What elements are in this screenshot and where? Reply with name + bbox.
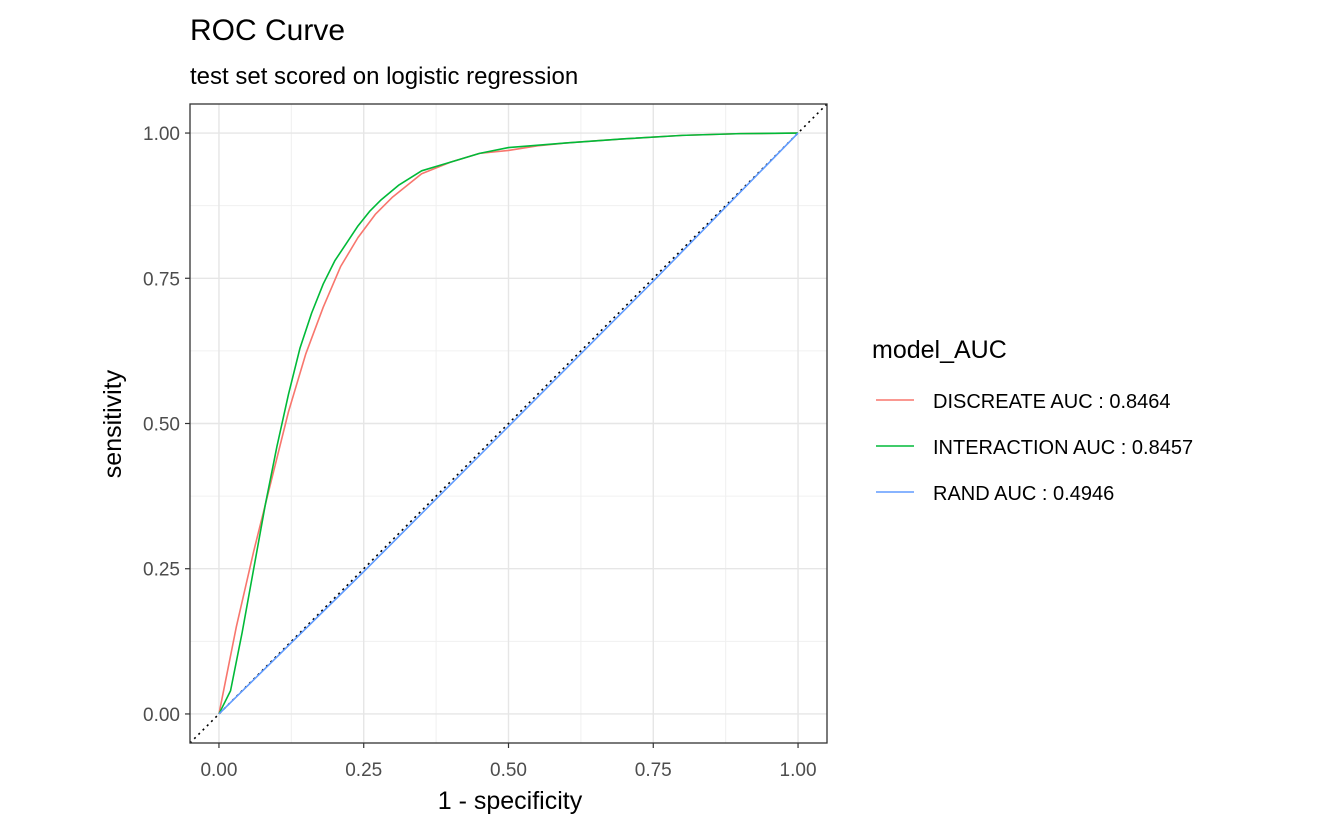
legend-label-2: RAND AUC : 0.4946 bbox=[933, 483, 1114, 505]
legend-label-1: INTERACTION AUC : 0.8457 bbox=[933, 437, 1193, 459]
y-tick-label: 0.00 bbox=[143, 705, 180, 726]
y-tick-label: 0.25 bbox=[143, 560, 180, 581]
series-layer bbox=[218, 132, 799, 715]
y-tick-label: 0.50 bbox=[143, 415, 180, 436]
x-tick-label: 0.25 bbox=[345, 760, 382, 781]
x-axis-title: 1 - specificity bbox=[438, 787, 583, 815]
y-tick-label: 1.00 bbox=[143, 124, 180, 145]
chart-title: ROC Curve bbox=[190, 14, 345, 47]
legend-title: model_AUC bbox=[872, 336, 1007, 364]
series-line-1 bbox=[218, 132, 799, 715]
reference-diagonal-line bbox=[189, 103, 828, 744]
legend-label-0: DISCREATE AUC : 0.8464 bbox=[933, 391, 1171, 413]
legend: model_AUC DISCREATE AUC : 0.8464 INTERACT… bbox=[872, 336, 1193, 505]
y-axis-title: sensitivity bbox=[99, 369, 127, 478]
x-tick-label: 0.50 bbox=[490, 760, 527, 781]
x-tick-label: 0.00 bbox=[200, 760, 237, 781]
reference-line-layer bbox=[189, 103, 828, 744]
chart-subtitle: test set scored on logistic regression bbox=[190, 63, 578, 90]
axis-ticks: 0.00 0.25 0.50 0.75 1.00 0.00 0.25 0.50 0.75 1.00 bbox=[143, 124, 817, 781]
series-line-2 bbox=[218, 132, 799, 715]
x-tick-label: 0.75 bbox=[635, 760, 672, 781]
y-tick-label: 0.75 bbox=[143, 269, 180, 290]
x-tick-label: 1.00 bbox=[780, 760, 817, 781]
